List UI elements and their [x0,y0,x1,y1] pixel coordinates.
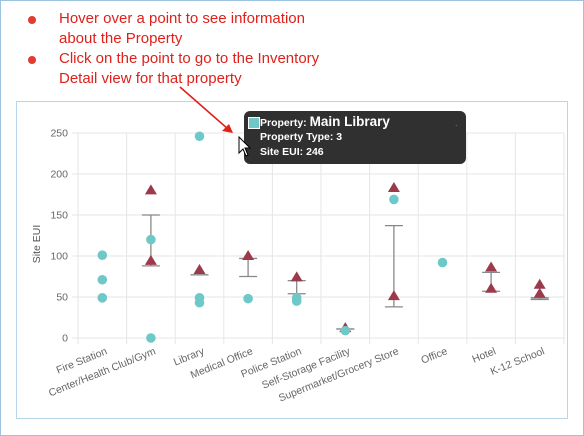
tooltip-eui-value: 246 [306,146,324,158]
instruction-hover: Hover over a point to see information ab… [59,10,305,47]
y-tick-label: 100 [50,251,68,263]
data-point [389,194,399,205]
x-tick-label: Hotel [470,345,497,365]
bullet-icon [28,56,36,64]
y-axis-label: Site EUI [31,225,43,264]
data-point [340,325,351,336]
property-tooltip: Property: Main Library Property Type: 3 … [244,111,466,164]
tooltip-type-label: Property Type: [260,131,334,143]
target-marker [387,290,400,301]
tooltip-eui-label: Site EUI: [260,146,304,158]
target-marker [144,254,157,265]
series-swatch-icon [248,117,260,129]
x-tick-label: Office [419,345,449,366]
target-marker [290,271,303,282]
tooltip-property-row: Property: Main Library [260,114,390,129]
target-marker [485,282,498,293]
target-marker [242,250,255,260]
target-marker [193,263,206,274]
data-point [437,257,448,268]
x-tick-label: K-12 School [489,345,547,378]
property-series [97,131,448,343]
data-point [194,131,205,142]
data-point [97,250,108,260]
data-point [146,234,156,245]
y-tick-label: 50 [56,292,68,304]
y-tick-label: 200 [50,169,68,181]
target-marker [144,184,157,195]
target-series [144,181,546,333]
y-tick-label: 150 [50,210,68,222]
instruction-click: Click on the point to go to the Inventor… [59,50,320,87]
y-tick-label: 250 [50,128,68,140]
target-marker [533,278,546,289]
data-point [146,333,156,343]
tooltip-type-value: 3 [336,131,343,143]
y-tick-label: 0 [62,333,68,345]
tooltip-property-name: Main Library [309,114,390,129]
data-point [97,274,108,285]
y-axis-ticks: 0 50 100 150 200 250 [50,128,68,345]
tooltip-eui-row: Site EUI: 246 [260,146,324,158]
target-marker [485,261,498,272]
data-point [243,293,253,304]
tooltip-type-row: Property Type: 3 [260,131,342,143]
target-marker [533,287,546,298]
bullet-icon [28,16,36,24]
chart-grid [72,132,565,344]
tooltip-handle-icon: · [454,120,458,131]
data-point [97,293,108,303]
data-point [291,296,302,306]
target-marker [387,181,400,192]
data-point [194,297,205,308]
tooltip-property-label: Property: [260,117,307,129]
